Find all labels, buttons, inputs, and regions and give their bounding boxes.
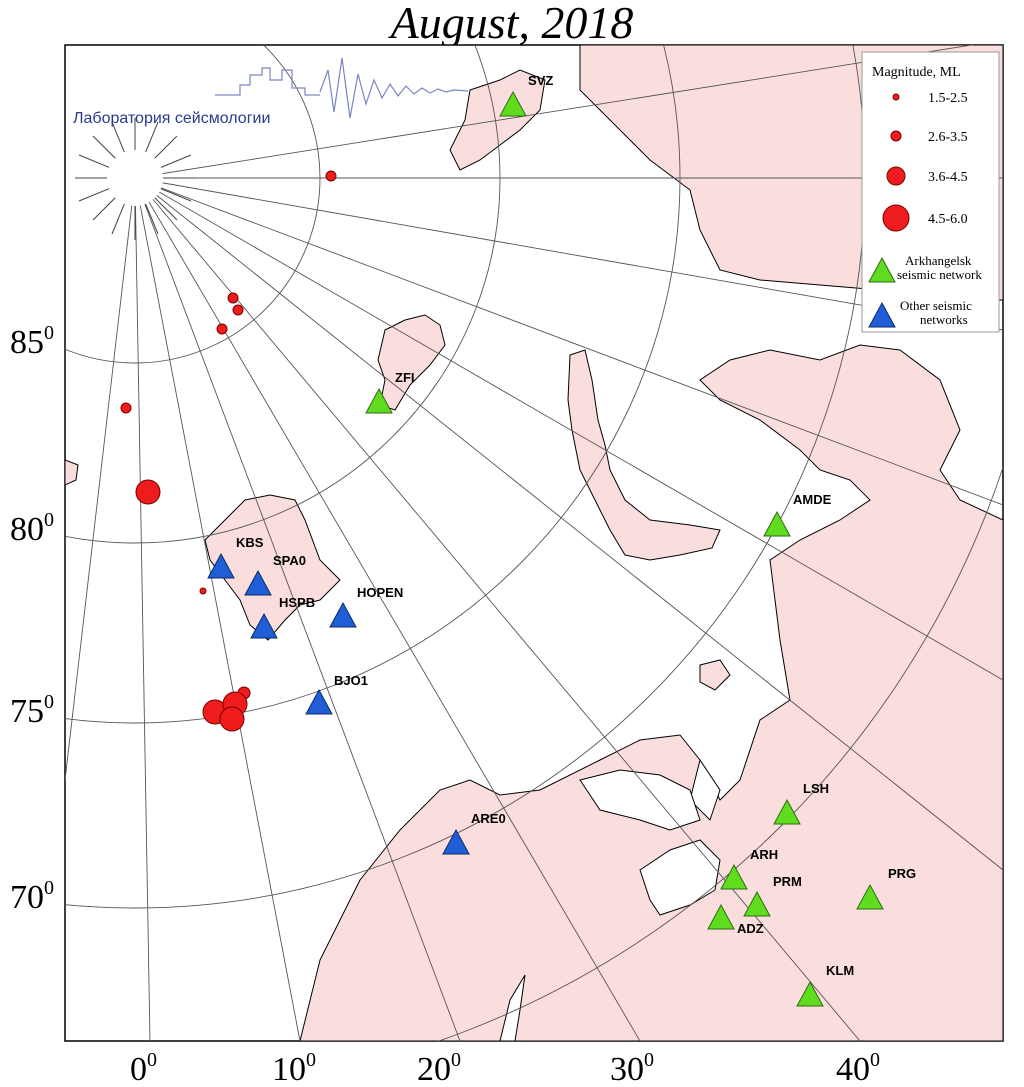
pole-sunburst xyxy=(75,118,195,240)
legend-mag-4-label: 4.5-6.0 xyxy=(928,212,968,227)
station-label: AMDE xyxy=(793,492,832,507)
lab-logo xyxy=(215,57,469,119)
map-title: August, 2018 xyxy=(390,0,634,48)
station-amde-marker xyxy=(763,510,791,537)
legend-box xyxy=(861,51,1000,333)
meridian-50 xyxy=(134,177,1003,871)
lab-logo-text: Лаборатория сейсмологии xyxy=(73,110,270,127)
legend-mag-2-marker xyxy=(890,130,902,142)
event-marker xyxy=(232,304,244,316)
lon-label-10: 100 xyxy=(272,1049,316,1087)
meridian-40 xyxy=(134,177,861,1041)
station-label: ARH xyxy=(750,847,778,862)
event-marker xyxy=(216,323,228,335)
station-bjo1-marker xyxy=(305,688,333,715)
legend-other-line2: networks xyxy=(920,312,968,327)
meridian-70 xyxy=(134,177,1003,506)
station-zfi-marker xyxy=(365,387,393,414)
bothnia-gulf xyxy=(499,974,526,1041)
lon-label-0: 00 xyxy=(130,1049,157,1087)
legend-mag-1-marker xyxy=(892,93,900,101)
events-layer xyxy=(120,170,337,732)
arkhangelsk-stations xyxy=(365,90,884,1007)
station-svz-marker xyxy=(499,90,527,117)
lat-label-70: 700 xyxy=(10,877,54,916)
station-spa0-marker xyxy=(244,569,272,596)
station-label: KLM xyxy=(826,963,854,978)
legend-mag-4-marker xyxy=(882,204,910,232)
legend-other-marker xyxy=(868,301,896,328)
station-lsh-marker xyxy=(773,798,801,825)
event-marker xyxy=(219,706,245,732)
station-label: SPA0 xyxy=(273,553,306,568)
meridian-m10 xyxy=(65,177,136,781)
lat-label-75: 750 xyxy=(10,691,54,730)
meridian-10 xyxy=(134,177,301,1041)
meridian-20 xyxy=(134,177,461,1041)
meridian-0 xyxy=(134,177,151,1041)
station-label: PRG xyxy=(888,866,916,881)
station-label: HSPB xyxy=(279,595,315,610)
event-marker xyxy=(227,292,239,304)
station-label: KBS xyxy=(236,535,264,550)
legend-title: Magnitude, ML xyxy=(872,65,961,80)
meridian-80 xyxy=(134,177,1003,331)
latitude-labels: 850 800 750 700 xyxy=(10,322,54,916)
lon-label-20: 200 xyxy=(417,1049,461,1087)
longitude-labels: 00 100 200 300 400 xyxy=(130,1049,880,1087)
station-are0-marker xyxy=(442,828,470,855)
legend-arkhangelsk-line1: Arkhangelsk xyxy=(905,253,972,268)
kolguev-island xyxy=(699,659,731,691)
station-label: PRM xyxy=(773,874,802,889)
station-adz-marker xyxy=(707,903,735,930)
station-prg-marker xyxy=(856,883,884,910)
station-klm-marker xyxy=(796,980,824,1007)
mainland xyxy=(299,344,1003,1041)
station-hspb-marker xyxy=(250,612,278,639)
legend-mag-3-marker xyxy=(886,166,906,186)
meridian-30 xyxy=(134,177,641,1041)
station-kbs-marker xyxy=(207,552,235,579)
lon-label-40: 400 xyxy=(836,1049,880,1087)
legend-arkhangelsk-line2: seismic network xyxy=(897,267,982,282)
station-labels: SVZ ZFI AMDE LSH ARH PRM ADZ PRG KLM KBS… xyxy=(236,73,916,978)
station-hopen-marker xyxy=(329,601,357,628)
lon-label-30: 300 xyxy=(610,1049,654,1087)
seismogram-icon xyxy=(319,57,469,119)
station-label: HOPEN xyxy=(357,585,403,600)
legend: Magnitude, ML 1.5-2.5 2.6-3.5 3.6-4.5 4.… xyxy=(861,51,1000,333)
event-marker xyxy=(135,479,161,505)
legend-mag-3-label: 3.6-4.5 xyxy=(928,170,968,185)
station-label: SVZ xyxy=(528,73,553,88)
lat-label-80: 800 xyxy=(10,509,54,548)
legend-mag-1-label: 1.5-2.5 xyxy=(928,91,968,106)
station-label: LSH xyxy=(803,781,829,796)
greenland-edge xyxy=(65,459,79,486)
event-marker xyxy=(120,402,132,414)
svalbard xyxy=(204,494,341,641)
station-arh-marker xyxy=(720,863,748,890)
station-prm-marker xyxy=(743,890,771,917)
station-label: ADZ xyxy=(737,921,764,936)
event-marker xyxy=(199,587,207,595)
novaya-zemlya xyxy=(567,349,721,561)
event-marker xyxy=(325,170,337,182)
station-label: ARE0 xyxy=(471,811,506,826)
legend-other-line1: Other seismic xyxy=(900,298,972,313)
skyline-icon xyxy=(215,67,320,96)
station-label: BJO1 xyxy=(334,673,368,688)
lat-label-85: 850 xyxy=(10,322,54,361)
white-sea xyxy=(639,758,721,916)
other-stations xyxy=(207,552,470,855)
meridian-100 xyxy=(134,45,975,179)
legend-arkhangelsk-marker xyxy=(868,256,896,283)
station-label: ZFI xyxy=(395,370,415,385)
legend-mag-2-label: 2.6-3.5 xyxy=(928,130,968,145)
meridian-60 xyxy=(134,177,1003,681)
